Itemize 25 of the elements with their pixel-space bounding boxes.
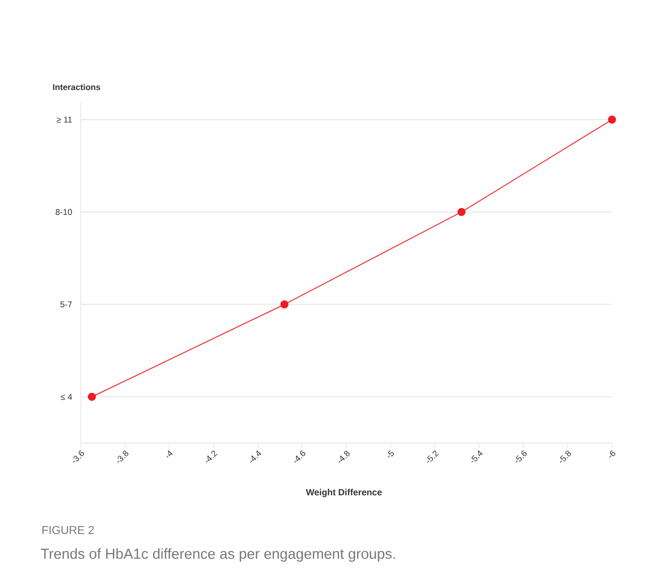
x-tick-label: -5	[388, 450, 394, 458]
y-tick-label: ≥ 11	[56, 116, 72, 123]
x-tick-label: -5.6	[516, 450, 527, 463]
x-tick-label: -4.8	[338, 450, 350, 463]
x-tick-label: -5.2	[427, 450, 439, 463]
y-tick-label: ≤ 4	[60, 394, 72, 400]
x-axis-title: Weight Difference	[306, 488, 382, 498]
text: FIGURE 2	[42, 526, 94, 534]
y-axis-title: Interactions	[53, 84, 100, 90]
x-tick-label: -6	[609, 450, 616, 458]
x-tick-label: -3.8	[117, 450, 128, 463]
x-tick-label: -4.4	[250, 450, 262, 463]
point	[608, 116, 616, 124]
x-tick-label: -4.2	[206, 450, 218, 463]
x-tick-label: -4	[166, 450, 173, 458]
y-tick-label: 5-7	[60, 301, 72, 308]
point	[280, 300, 288, 308]
x-tick-label: -4.6	[294, 450, 306, 463]
text: Trends of HbA1c difference as per engagement groups.	[40, 548, 395, 562]
x-tick-label: -3.6	[73, 450, 84, 463]
y-tick-label: 8-10	[56, 209, 72, 216]
point	[457, 208, 466, 216]
point	[88, 392, 96, 401]
x-tick-label: -5.8	[560, 450, 572, 463]
x-tick-label: -5.4	[471, 450, 483, 463]
